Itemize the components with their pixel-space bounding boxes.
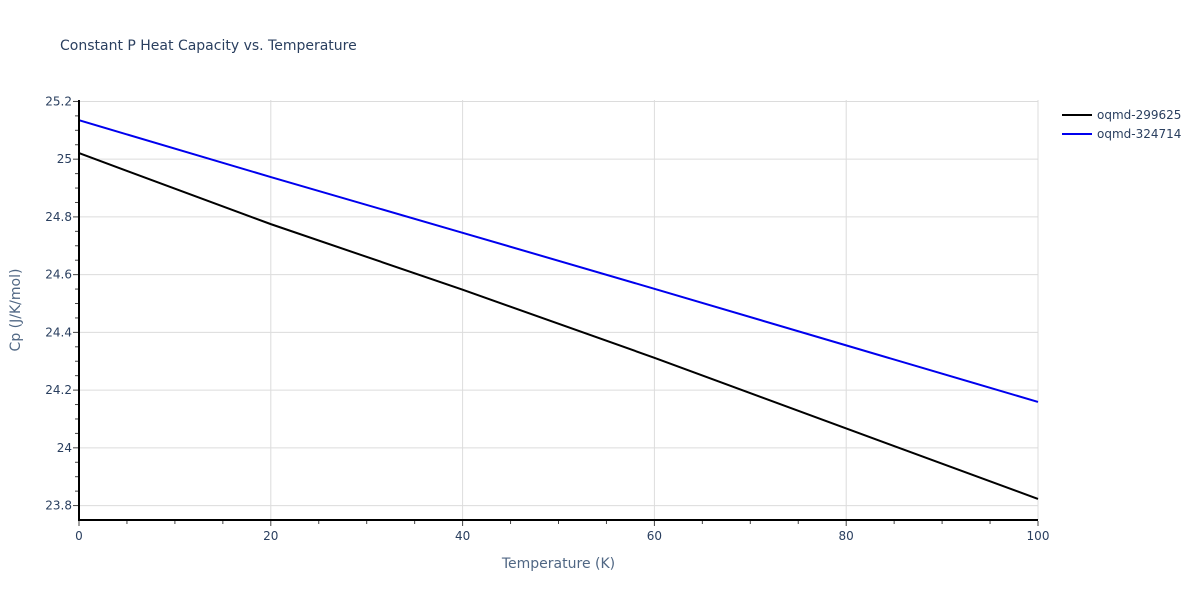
x-tick-label: 40: [455, 529, 470, 543]
y-tick-label: 24.8: [45, 210, 72, 224]
y-tick-label: 25: [57, 152, 72, 166]
gridlines: [79, 100, 1039, 520]
y-tick-label: 24.4: [45, 325, 72, 339]
x-tick-label: 100: [1027, 529, 1050, 543]
y-tick-label: 24.2: [45, 383, 72, 397]
legend-label: oqmd-324714: [1097, 127, 1181, 141]
series-line-oqmd-299625[interactable]: [78, 152, 1039, 500]
y-tick-label: 24.6: [45, 268, 72, 282]
y-tick-label: 24: [57, 441, 72, 455]
legend-label: oqmd-299625: [1097, 108, 1181, 122]
y-tick-label: 25.2: [45, 94, 72, 108]
plot-area[interactable]: [78, 119, 1039, 500]
x-axis-title: Temperature (K): [501, 556, 615, 572]
x-tick-label: 80: [839, 529, 854, 543]
series-line-oqmd-324714[interactable]: [78, 119, 1039, 403]
axes: 0 20 40 60 80 100 23.8 24 24.2 24.4 24.6 24.8 25 25.2: [45, 94, 1049, 543]
legend[interactable]: oqmd-299625 oqmd-324714: [1062, 108, 1181, 141]
x-tick-label: 60: [647, 529, 662, 543]
chart-title: Constant P Heat Capacity vs. Temperature: [60, 38, 357, 54]
x-tick-label: 0: [75, 529, 83, 543]
x-tick-label: 20: [263, 529, 278, 543]
legend-item-oqmd-324714[interactable]: oqmd-324714: [1062, 127, 1181, 141]
y-axis-title: Cp (J/K/mol): [8, 269, 24, 352]
y-tick-label: 23.8: [45, 499, 72, 513]
legend-item-oqmd-299625[interactable]: oqmd-299625: [1062, 108, 1181, 122]
